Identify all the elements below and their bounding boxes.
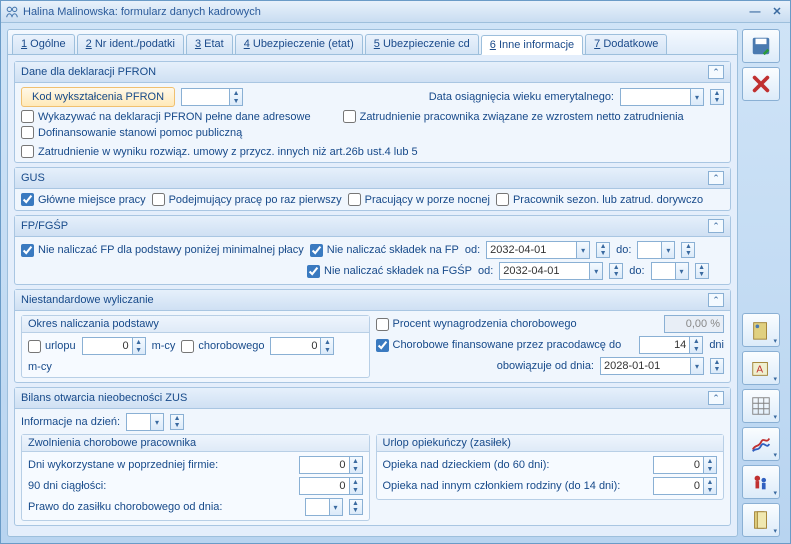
collapse-icon[interactable]: ⌃ (708, 171, 724, 185)
window: Halina Malinowska: formularz danych kadr… (0, 0, 791, 544)
sub-okres: Okres naliczania podstawy urlopu ▲▼ m-cy… (21, 315, 370, 378)
ret-age-date[interactable]: ▾ (620, 88, 704, 106)
fp-do-date[interactable]: ▾ (637, 241, 675, 259)
tab-dodatkowe[interactable]: 7 Dodatkowe (585, 34, 667, 54)
window-title: Halina Malinowska: formularz danych kadr… (23, 6, 742, 18)
info-label: Informacje na dzień: (21, 416, 120, 428)
chk-urlopu[interactable]: urlopu (28, 340, 76, 353)
procent-field (664, 315, 724, 333)
side-btn-8[interactable] (742, 503, 780, 537)
ret-age-spin[interactable]: ▲▼ (710, 89, 724, 105)
chk-podejmujacy[interactable]: Podejmujący pracę po raz pierwszy (152, 193, 342, 206)
collapse-icon[interactable]: ⌃ (708, 65, 724, 79)
collapse-icon[interactable]: ⌃ (708, 219, 724, 233)
side-btn-6[interactable] (742, 427, 780, 461)
do-label: do: (616, 244, 631, 256)
sub-urlop-title: Urlop opiekuńczy (zasiłek) (377, 435, 724, 452)
tab-ogolne[interactable]: 1 Ogólne (12, 34, 75, 54)
sub-zwolnienia-title: Zwolnienia chorobowe pracownika (22, 435, 369, 452)
collapse-icon[interactable]: ⌃ (708, 391, 724, 405)
group-fp: FP/FGŚP⌃ Nie naliczać FP dla podstawy po… (14, 215, 731, 285)
fp-od-date[interactable]: ▾ (486, 241, 590, 259)
side-btn-5[interactable] (742, 389, 780, 423)
collapse-icon[interactable]: ⌃ (708, 293, 724, 307)
chk-pfron-adres[interactable]: Wykazywać na deklaracji PFRON pełne dane… (21, 110, 311, 123)
prawo-zasilku-date[interactable]: ▾ (305, 498, 343, 516)
group-pfron: Dane dla deklaracji PFRON⌃ Kod wykształc… (14, 61, 731, 163)
window-body: 1 Ogólne 2 Nr ident./podatki 3 Etat 4 Ub… (1, 23, 790, 543)
chk-chorobowego[interactable]: chorobowego (181, 340, 264, 353)
svg-text:A: A (756, 365, 763, 376)
chor-spin[interactable]: ▲▼ (270, 337, 334, 355)
group-zus: Bilans otwarcia nieobecności ZUS⌃ Inform… (14, 387, 731, 526)
sidebar-toolbar: A (742, 29, 784, 537)
cancel-button[interactable] (742, 67, 780, 101)
chk-zatrudnienie-wzrost[interactable]: Zatrudnienie pracownika związane ze wzro… (343, 110, 684, 123)
group-nonstd-title: Niestandardowe wyliczanie (21, 294, 708, 306)
app-icon (5, 5, 19, 19)
chk-nie-fp[interactable]: Nie naliczać składek na FP (310, 244, 459, 257)
group-gus-title: GUS (21, 172, 708, 184)
chk-chorobowe-fin[interactable]: Chorobowe finansowane przez pracodawcę d… (376, 339, 622, 352)
tab-nrident[interactable]: 2 Nr ident./podatki (77, 34, 184, 54)
chk-zatrudnienie-rozwiaz[interactable]: Zatrudnienie w wyniku rozwiąz. umowy z p… (21, 145, 418, 158)
tab-content: Dane dla deklaracji PFRON⌃ Kod wykształc… (8, 55, 737, 536)
tab-inne[interactable]: 6 Inne informacje (481, 35, 583, 55)
90dni-spin[interactable]: ▲▼ (299, 477, 363, 495)
opieka-rodzina-spin[interactable]: ▲▼ (653, 477, 717, 495)
chk-nie-fp-min[interactable]: Nie naliczać FP dla podstawy poniżej min… (21, 244, 304, 257)
chk-sezon[interactable]: Pracownik sezon. lub zatrud. dorywczo (496, 193, 703, 206)
tab-bar: 1 Ogólne 2 Nr ident./podatki 3 Etat 4 Ub… (8, 30, 737, 55)
info-date[interactable]: ▾ (126, 413, 164, 431)
side-btn-4[interactable]: A (742, 351, 780, 385)
od-label: od: (465, 244, 480, 256)
titlebar: Halina Malinowska: formularz danych kadr… (1, 1, 790, 23)
chk-nie-fgsp[interactable]: Nie naliczać składek na FGŚP (307, 265, 472, 278)
sub-urlop: Urlop opiekuńczy (zasiłek) Opieka nad dz… (376, 434, 725, 500)
fin-dni-spin[interactable]: ▲▼ (639, 336, 703, 354)
kod-wyksztalcenia-field[interactable]: ▲▼ (181, 88, 243, 106)
fgsp-do-date[interactable]: ▾ (651, 262, 689, 280)
opieka-dziecko-spin[interactable]: ▲▼ (653, 456, 717, 474)
chk-dofinansowanie[interactable]: Dofinansowanie stanowi pomoc publiczną (21, 126, 242, 139)
side-btn-3[interactable] (742, 313, 780, 347)
ret-age-label: Data osiągnięcia wieku emerytalnego: (429, 91, 614, 103)
tab-etat[interactable]: 3 Etat (186, 34, 233, 54)
tab-ubezp-etat[interactable]: 4 Ubezpieczenie (etat) (235, 34, 363, 54)
main-panel: 1 Ogólne 2 Nr ident./podatki 3 Etat 4 Ub… (7, 29, 738, 537)
minimize-button[interactable]: — (746, 4, 764, 20)
obowiazuje-date[interactable]: ▾ (600, 357, 704, 375)
chk-nocna[interactable]: Pracujący w porze nocnej (348, 193, 490, 206)
group-pfron-title: Dane dla deklaracji PFRON (21, 66, 708, 78)
kod-wyksztalcenia-button[interactable]: Kod wykształcenia PFRON (21, 87, 175, 107)
tab-ubezp-cd[interactable]: 5 Ubezpieczenie cd (365, 34, 479, 54)
group-fp-title: FP/FGŚP (21, 220, 708, 232)
group-nonstd: Niestandardowe wyliczanie⌃ Okres nalicza… (14, 289, 731, 383)
group-gus: GUS⌃ Główne miejsce pracy Podejmujący pr… (14, 167, 731, 211)
save-button[interactable] (742, 29, 780, 63)
group-zus-title: Bilans otwarcia nieobecności ZUS (21, 392, 708, 404)
side-btn-7[interactable] (742, 465, 780, 499)
fgsp-od-date[interactable]: ▾ (499, 262, 603, 280)
chk-procent[interactable]: Procent wynagrodzenia chorobowego (376, 318, 577, 331)
dni-firma-spin[interactable]: ▲▼ (299, 456, 363, 474)
chk-glowne-miejsce[interactable]: Główne miejsce pracy (21, 193, 146, 206)
sub-zwolnienia: Zwolnienia chorobowe pracownika Dni wyko… (21, 434, 370, 521)
urlopu-spin[interactable]: ▲▼ (82, 337, 146, 355)
sub-okres-title: Okres naliczania podstawy (22, 316, 369, 333)
close-button[interactable]: ✕ (768, 4, 786, 20)
obowiazuje-label: obowiązuje od dnia: (497, 360, 594, 372)
